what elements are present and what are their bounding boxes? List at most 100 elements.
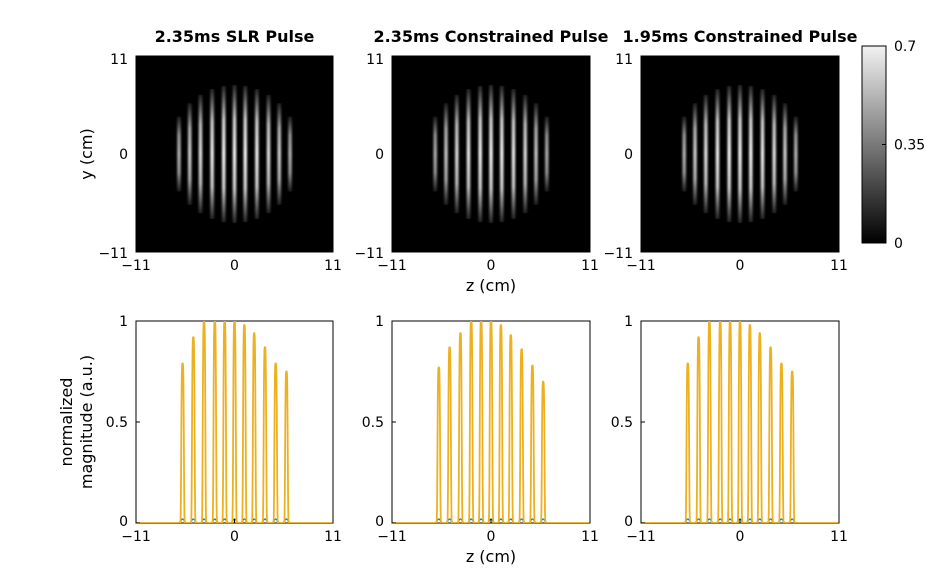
stripe-3 <box>455 94 459 214</box>
stripe-7 <box>243 85 247 223</box>
panel-3: −11 0 11 11 0 −11 1.95ms Constrained Pulse <box>603 27 857 274</box>
stripe-2 <box>188 102 192 206</box>
ytick-label: 11 <box>615 52 633 68</box>
xtick-label: −11 <box>626 529 656 545</box>
ytick-label: 0.5 <box>362 415 384 431</box>
ytick-label: 0 <box>624 514 633 530</box>
panel-1: −11 0 11 11 0 −11 2.35ms SLR Pulse y (cm) <box>77 27 342 274</box>
stripe-10 <box>534 102 538 206</box>
panel-2: −11 0 11 11 0 −11 2.35ms Constrained Pulse z (c… <box>354 27 608 295</box>
stripe-9 <box>266 94 271 214</box>
xtick-label: 11 <box>830 258 848 274</box>
stripe-4 <box>210 88 214 220</box>
line-layer <box>392 321 590 523</box>
ytick-label: −11 <box>98 246 128 262</box>
xtick-label: −11 <box>121 529 151 545</box>
ytick-label: 0 <box>375 514 384 530</box>
stripe-2 <box>444 102 448 206</box>
heatmap-stripes <box>682 84 798 224</box>
ytick-label: 11 <box>366 52 384 68</box>
ytick-label: −11 <box>354 246 384 262</box>
x-axis-label: z (cm) <box>466 547 516 566</box>
ytick-label: 1 <box>375 314 384 330</box>
stripe-9 <box>523 94 527 214</box>
stripe-5 <box>727 85 731 223</box>
stripe-7 <box>749 85 753 223</box>
colorbar-tick-label: 0.35 <box>894 138 925 154</box>
stripe-6 <box>738 84 742 224</box>
colorbar-tick-label: 0 <box>894 236 903 252</box>
ytick-label: 1 <box>624 314 633 330</box>
ytick-label: 0 <box>375 147 384 163</box>
y-axis-label: y (cm) <box>77 128 96 179</box>
stripe-6 <box>232 84 237 224</box>
stripe-1 <box>433 116 437 192</box>
stripe-1 <box>682 116 686 192</box>
stripe-10 <box>277 102 281 206</box>
xtick-label: 0 <box>230 258 239 274</box>
ytick-label: 11 <box>110 52 128 68</box>
stripe-11 <box>794 116 798 192</box>
ytick-label: 0 <box>119 514 128 530</box>
ytick-label: 0 <box>119 147 128 163</box>
stripe-2 <box>693 102 697 206</box>
panel-frame <box>640 320 840 524</box>
panel-title: 2.35ms SLR Pulse <box>155 27 315 46</box>
xtick-label: 0 <box>487 258 496 274</box>
panel-title: 1.95ms Constrained Pulse <box>623 27 858 46</box>
stripe-5 <box>478 85 482 223</box>
xtick-label: 0 <box>230 529 239 545</box>
stripe-11 <box>545 116 549 192</box>
ytick-label: −11 <box>603 246 633 262</box>
stripe-8 <box>511 88 516 220</box>
stripe-11 <box>288 116 292 192</box>
line-layer <box>641 321 839 523</box>
panel-frame <box>135 320 334 524</box>
xtick-label: −11 <box>377 529 407 545</box>
stripe-9 <box>772 94 776 214</box>
ytick-label: 1 <box>119 314 128 330</box>
xtick-label: 11 <box>830 529 848 545</box>
xtick-label: 0 <box>736 258 745 274</box>
xtick-label: −11 <box>377 258 407 274</box>
stripe-4 <box>715 88 720 220</box>
ytick-label: 0 <box>624 147 633 163</box>
xtick-label: −11 <box>121 258 151 274</box>
xtick-label: 11 <box>324 258 342 274</box>
xtick-label: −11 <box>626 258 656 274</box>
stripe-7 <box>500 85 504 223</box>
stripe-8 <box>760 88 765 220</box>
baseline-series <box>392 518 590 523</box>
baseline-series <box>641 518 839 523</box>
line-layer <box>136 321 333 523</box>
heatmap-stripes <box>433 84 549 224</box>
stripe-1 <box>177 116 181 192</box>
stripe-4 <box>466 88 471 220</box>
xtick-label: 11 <box>324 529 342 545</box>
ytick-label: 0.5 <box>106 415 128 431</box>
stripe-8 <box>255 88 259 220</box>
y-axis-label: normalized <box>57 378 76 467</box>
ytick-label: 0.5 <box>611 415 633 431</box>
stripe-6 <box>489 84 493 224</box>
xtick-label: 0 <box>736 529 745 545</box>
baseline-series <box>136 518 333 523</box>
xtick-label: 11 <box>581 258 599 274</box>
stripe-10 <box>783 102 787 206</box>
colorbar-tick-label: 0.7 <box>894 39 916 55</box>
heatmap-stripes <box>177 84 292 224</box>
y-axis-label: magnitude (a.u.) <box>77 355 96 489</box>
stripe-3 <box>198 94 203 214</box>
stripe-5 <box>222 85 226 223</box>
colorbar: 0.7 0.35 0 <box>861 39 925 252</box>
xtick-label: 11 <box>581 529 599 545</box>
panel-title: 2.35ms Constrained Pulse <box>374 27 609 46</box>
stripe-3 <box>704 94 708 214</box>
panel-frame <box>391 320 591 524</box>
